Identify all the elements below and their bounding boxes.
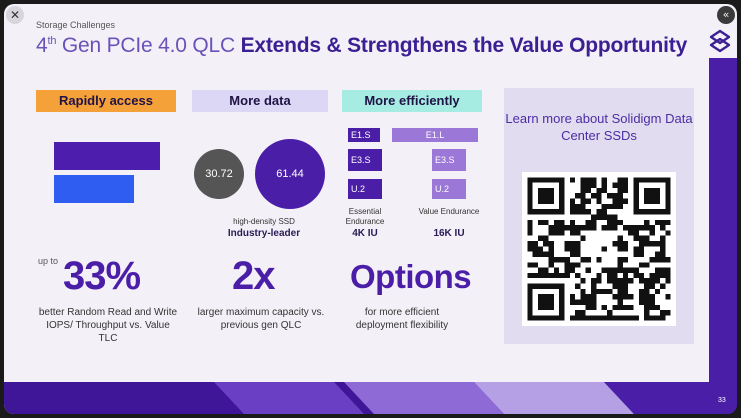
page-number: 33 (718, 397, 726, 404)
value-endurance-label: Value Endurance (418, 207, 480, 216)
form-factor-u2-essential: U.2 (348, 179, 382, 199)
stat-data-desc: larger maximum capacity vs. previous gen… (197, 307, 325, 331)
form-factor-e3s-value: E3.S (432, 149, 466, 171)
slide-title: 4th Gen PCIe 4.0 QLC Extends & Strengthe… (36, 34, 687, 58)
essential-iu: 4K IU (352, 228, 378, 239)
form-factor-e1s: E1.S (348, 128, 380, 142)
title-emphasis: Extends & Strengthens the Value Opportun… (240, 34, 688, 57)
essential-endurance-label: Essential Endurance (345, 207, 385, 226)
value-iu: 16K IU (433, 228, 465, 239)
bar-value-tlc (54, 175, 134, 203)
right-accent-bar (709, 58, 737, 414)
collapse-icon[interactable]: « (717, 6, 735, 24)
pill-more-data: More data (192, 90, 328, 112)
form-factor-e3s-essential: E3.S (348, 149, 382, 171)
slide: ✕ « Storage Challenges 4th Gen PCIe 4.0 … (4, 4, 737, 414)
qr-code-icon[interactable] (522, 172, 676, 326)
pill-more-efficiently: More efficiently (342, 90, 482, 112)
form-factor-u2-value: U.2 (432, 179, 466, 199)
solidigm-logo-icon (709, 29, 731, 53)
capacity-caption-bold: Industry-leader (227, 228, 301, 239)
stat-access-desc: better Random Read and Write IOPS/ Throu… (38, 307, 178, 344)
pill-rapidly-access: Rapidly access (36, 90, 176, 112)
close-icon[interactable]: ✕ (6, 6, 24, 24)
up-to-label: up to (38, 256, 59, 266)
learn-more-title: Learn more about Solidigm Data Center SS… (505, 111, 693, 143)
capacity-circle-large: 61.44 (255, 139, 325, 209)
slide-eyebrow: Storage Challenges (36, 20, 116, 30)
capacity-caption: high-density SSD (233, 217, 295, 226)
stat-2x: 2x (232, 254, 275, 298)
bar-random-read (54, 142, 160, 170)
learn-more-card: Learn more about Solidigm Data Center SS… (504, 88, 694, 344)
title-gen: 4th Gen PCIe 4.0 QLC (36, 34, 241, 57)
footer-band (4, 382, 737, 414)
stat-options: Options (350, 258, 472, 295)
stat-33-percent: 33% (63, 254, 141, 298)
capacity-circle-small: 30.72 (194, 149, 244, 199)
form-factor-e1l: E1.L (392, 128, 478, 142)
stat-efficiency-desc: for more efficient deployment flexibilit… (355, 307, 449, 331)
